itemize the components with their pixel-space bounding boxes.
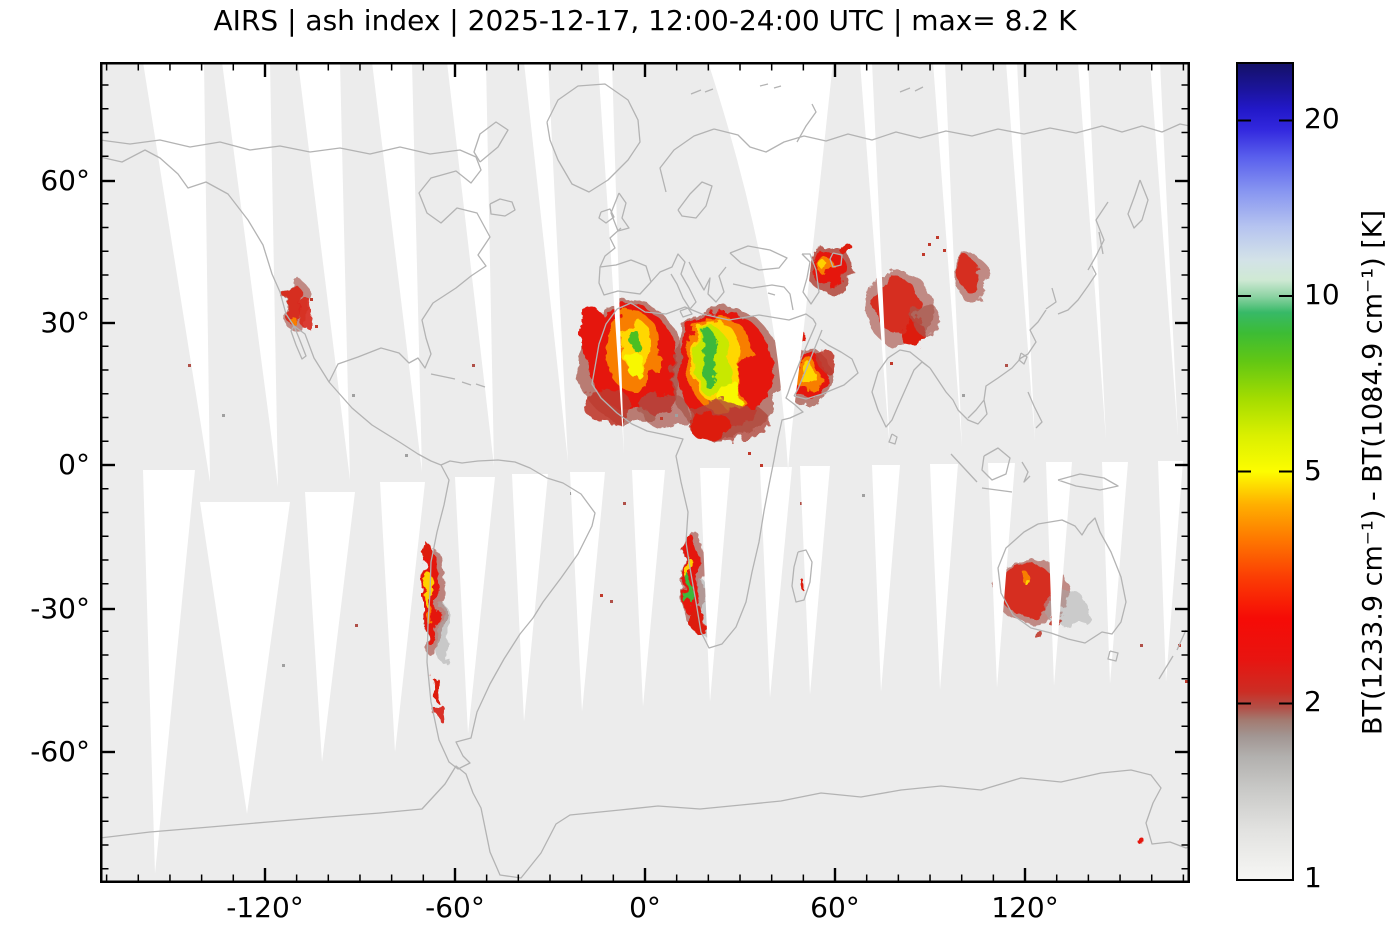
dust-speck <box>405 454 408 457</box>
coastline-greenland <box>473 83 641 217</box>
colorbar-ticks <box>1238 119 1292 705</box>
y-axis-tick-label: 0° <box>58 448 90 481</box>
x-axis-tick-label: 120° <box>991 891 1059 924</box>
dust-blob-layer <box>999 563 1055 615</box>
dust-speck <box>928 243 931 246</box>
coastline-south-america <box>426 459 596 770</box>
swath-gap-shapes <box>143 62 1286 874</box>
colorbar-title: BT(1233.9 cm⁻¹) - BT(1084.9 cm⁻¹) [K] <box>1357 210 1389 735</box>
colorbar-tick-label: 2 <box>1304 685 1322 719</box>
dust-blob-layer <box>875 277 919 333</box>
dust-speck <box>315 325 318 328</box>
dust-blob-layer <box>720 378 740 410</box>
dust-blob-layer <box>688 413 732 439</box>
dust-blob-layer <box>819 261 827 269</box>
dust-speck <box>862 494 865 497</box>
coastline-antarctica <box>99 83 1191 879</box>
coastline-europe <box>598 128 794 318</box>
dust-speck <box>936 236 939 239</box>
dust-blob-layer <box>438 604 450 664</box>
coastlines <box>99 83 1191 879</box>
x-axis-tick-label: -120° <box>226 891 304 924</box>
colorbar-tick-label: 20 <box>1304 102 1340 136</box>
dust-blob-layer <box>290 316 296 324</box>
dust-speck <box>600 594 603 597</box>
swath-gap-path <box>143 62 1286 874</box>
map-canvas <box>99 62 1286 883</box>
coastline-australia <box>997 517 1187 680</box>
x-axis-tick-label: -60° <box>425 891 485 924</box>
dust-blob-layer <box>629 329 639 349</box>
dust-speck <box>1185 680 1188 683</box>
coastline-africa <box>591 302 823 649</box>
dust-speck <box>943 249 946 252</box>
dust-speck <box>660 417 663 420</box>
x-axis-tick-label: 60° <box>810 891 860 924</box>
coastline-asia <box>713 103 1191 493</box>
dust-speck <box>472 364 475 367</box>
dust-blob-layer <box>821 350 835 374</box>
x-axis-tick-label: 0° <box>629 891 661 924</box>
dust-speck <box>800 502 803 505</box>
dust-speck <box>352 394 355 397</box>
y-axis-tick-label: 30° <box>40 306 90 339</box>
dust-blob-layer <box>800 580 806 590</box>
dust-speck <box>690 420 693 423</box>
dust-blob-layer <box>701 329 717 389</box>
figure-title: AIRS | ash index | 2025-12-17, 12:00-24:… <box>213 4 1077 37</box>
dust-speck <box>623 502 626 505</box>
coastline-india <box>871 349 931 445</box>
dust-blob-layer <box>580 309 608 361</box>
dust-blob-layer <box>283 282 301 324</box>
colorbar-tick-label: 5 <box>1304 453 1322 487</box>
dust-blob-layer <box>434 703 444 719</box>
colorbar-tick-label: 10 <box>1304 277 1340 311</box>
dust-speck <box>1140 644 1143 647</box>
dust-blob-layer <box>299 297 313 329</box>
y-axis-tick-label: -30° <box>30 592 90 625</box>
coastline-arabia-caspian <box>793 252 859 400</box>
dust-speck <box>222 414 225 417</box>
map-plot <box>99 62 1286 883</box>
dust-speck <box>310 298 313 301</box>
dust-speck <box>922 253 925 256</box>
dust-speck <box>760 464 763 467</box>
dust-speck <box>748 452 751 455</box>
dust-blob-layer <box>423 543 431 559</box>
dust-speck <box>282 664 285 667</box>
colorbar-tick-label: 1 <box>1304 861 1322 894</box>
dust-blob-layer <box>913 302 939 336</box>
plot-border <box>100 62 1190 883</box>
dust-blob-layer <box>1139 840 1147 846</box>
dust-blob-layer <box>431 676 439 700</box>
dust-speck <box>1005 364 1008 367</box>
dust-speck <box>610 600 613 603</box>
y-axis-tick-label: 60° <box>40 164 90 197</box>
dust-speck <box>188 364 191 367</box>
y-axis-tick-label: -60° <box>30 735 90 768</box>
dust-blob-layer <box>584 389 632 423</box>
dust-blob-layer <box>627 351 643 377</box>
dust-blob-layer <box>959 259 979 291</box>
dust-blob-layer <box>1035 630 1043 640</box>
dust-speck <box>962 394 965 397</box>
dust-blob-layer <box>1022 577 1028 583</box>
dust-blobs <box>282 245 1147 846</box>
dust-blob-layer <box>685 574 691 606</box>
dust-blob-layer <box>740 354 770 410</box>
dust-speck <box>890 362 893 365</box>
colorbar <box>1236 62 1294 881</box>
dust-blob-layer <box>841 245 855 257</box>
dust-speck <box>675 414 678 417</box>
dust-speck <box>355 624 358 627</box>
coastline-north-america <box>99 139 491 466</box>
